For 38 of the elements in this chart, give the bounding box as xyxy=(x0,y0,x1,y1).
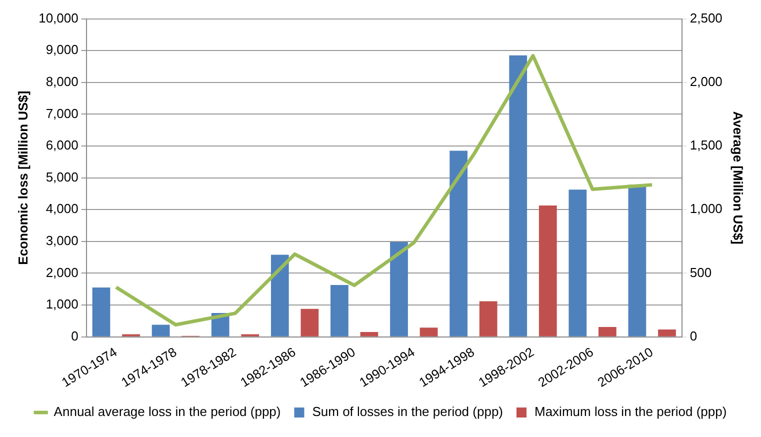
bar xyxy=(390,242,408,336)
y2-axis-title: Average [Million US$] xyxy=(730,111,746,244)
y-tick-label: 10,000 xyxy=(38,10,78,26)
legend-label: Maximum loss in the period (ppp) xyxy=(534,404,727,420)
y-tick-label: 8,000 xyxy=(46,74,78,89)
bar xyxy=(538,205,557,336)
bar xyxy=(598,326,616,336)
bar xyxy=(330,284,348,336)
bar xyxy=(658,330,676,336)
legend-label: Annual average loss in the period (ppp) xyxy=(54,404,281,420)
y2-tick-label: 1,500 xyxy=(690,138,722,153)
y-tick-label: 4,000 xyxy=(46,201,78,216)
bar xyxy=(92,288,110,336)
y-tick-label: 2,000 xyxy=(46,264,78,280)
bar xyxy=(568,190,587,336)
y2-tick-label: 2,500 xyxy=(690,10,722,26)
y-axis-title: Economic loss [Million US$] xyxy=(15,90,30,265)
y-tick-label: 6,000 xyxy=(46,138,78,153)
y2-tick-label: 2,000 xyxy=(690,74,722,89)
bar xyxy=(479,301,498,336)
bar xyxy=(300,308,319,336)
bar xyxy=(360,332,378,336)
y-tick-label: 3,000 xyxy=(46,232,78,248)
y-tick-label: 7,000 xyxy=(46,106,78,121)
y2-tick-label: 0 xyxy=(690,328,698,344)
bar xyxy=(270,254,289,336)
bar xyxy=(420,328,438,336)
bar xyxy=(152,324,170,336)
y2-tick-label: 500 xyxy=(690,264,712,280)
y2-tick-label: 1,000 xyxy=(690,201,722,216)
y-tick-label: 0 xyxy=(71,328,78,344)
legend-label: Sum of losses in the period (ppp) xyxy=(312,404,504,420)
y-tick-label: 5,000 xyxy=(46,169,78,184)
y-tick-label: 9,000 xyxy=(46,42,78,58)
y-tick-label: 1,000 xyxy=(46,296,78,312)
bar xyxy=(509,55,528,336)
bar xyxy=(450,150,468,336)
bar xyxy=(628,184,646,336)
